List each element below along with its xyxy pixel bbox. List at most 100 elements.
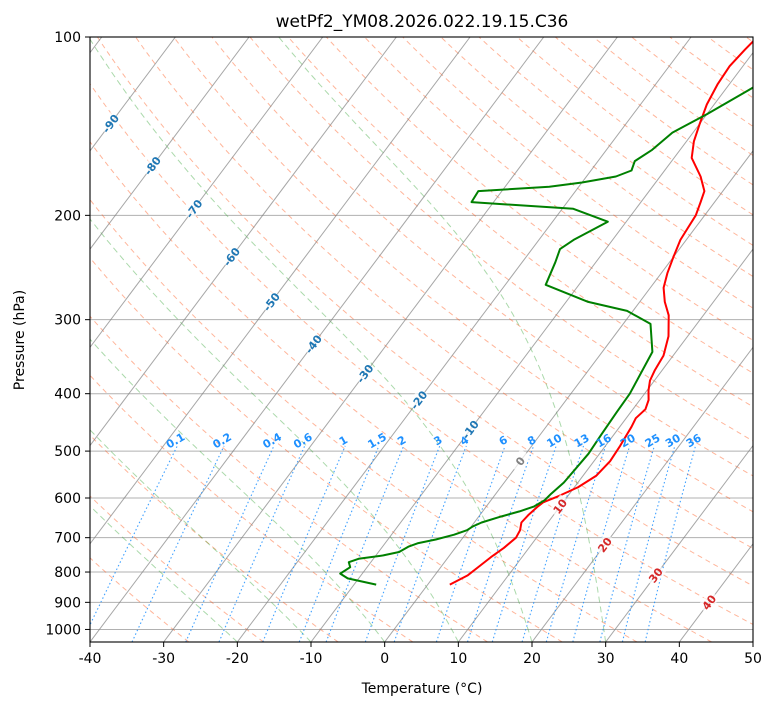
x-tick-label: -30 (152, 651, 175, 667)
dry-adiabat-line (668, 37, 753, 99)
mixing-ratio-line (644, 445, 697, 642)
isotherm-label-bg (697, 590, 720, 614)
x-tick-label: 0 (380, 651, 389, 667)
mixing-ratio-line (364, 445, 441, 642)
isotherm-line (605, 444, 753, 642)
x-tick-label: 50 (744, 651, 762, 667)
isotherm-label: -60 (221, 245, 244, 269)
isotherm-label-bg (644, 563, 667, 587)
background-lines (90, 24, 775, 642)
isotherm-label-bg (458, 417, 482, 442)
isotherm-label-bg (548, 494, 571, 518)
dry-adiabat-line (630, 37, 753, 128)
mixing-ratio-label: 3 (431, 433, 444, 448)
isotherm-line (678, 542, 753, 642)
isotherm-line (236, 37, 692, 642)
isotherm-line (531, 346, 753, 642)
dry-adiabat-line (90, 495, 264, 642)
isotherm-label-bg (353, 361, 376, 386)
isotherm-line (384, 150, 753, 642)
y-tick-label: 100 (54, 30, 81, 46)
mixing-ratio-label: 25 (643, 431, 663, 450)
dry-adiabat-line (96, 37, 753, 587)
x-tick-label: 10 (449, 651, 467, 667)
isotherm-line (90, 37, 176, 152)
y-axis-label: Pressure (hPa) (12, 290, 28, 390)
profile-lines (339, 40, 753, 586)
dry-adiabat-line (287, 37, 753, 408)
isotherm-label: -100 (54, 69, 81, 99)
mixing-ratio-label: 8 (525, 433, 538, 448)
dry-adiabat-line (90, 434, 339, 642)
moist-adiabat-line (90, 218, 459, 642)
mixing-ratio-label: 30 (663, 431, 683, 450)
y-tick-label: 700 (54, 531, 81, 547)
y-tick-label: 900 (54, 595, 81, 611)
mixing-ratio-line (572, 445, 631, 642)
y-tick-label: 500 (54, 444, 81, 460)
axes: -40 -30 -20 -10 0 10 20 30 40 5010020030040050060… (45, 30, 762, 667)
mixing-ratio-label: 16 (594, 431, 614, 450)
dry-adiabat-line (90, 198, 638, 642)
isotherm-line (90, 37, 250, 250)
isotherm-label-bg (98, 111, 122, 136)
isotherm-label: -40 (303, 332, 326, 356)
mixing-ratio-label: 20 (618, 431, 638, 450)
isotherm-label-bg (301, 332, 325, 356)
isotherm-label-bg (259, 289, 283, 314)
isotherm-label-bg (140, 153, 164, 178)
isotherm-label: -90 (100, 112, 123, 136)
isotherm-label-bg (407, 387, 430, 412)
dry-adiabat-line (211, 37, 753, 477)
dry-adiabat-line (363, 37, 753, 341)
dry-adiabat-line (325, 37, 753, 374)
temperature-profile-line (449, 40, 753, 586)
mixing-ratio-label: 6 (497, 433, 510, 448)
isotherm-label: -50 (261, 290, 284, 314)
dry-adiabat-line (90, 315, 488, 642)
mixing-ratio-label: 0.4 (260, 430, 284, 451)
mixing-ratio-line (185, 445, 275, 642)
dry-adiabat-line (766, 24, 775, 642)
mixing-ratio-line (218, 445, 306, 642)
isotherm-label-bg (219, 244, 243, 269)
moist-adiabat-line (90, 505, 238, 642)
isotherm-label: -80 (142, 154, 165, 178)
x-tick-label: 20 (523, 651, 541, 667)
x-tick-label: 40 (670, 651, 688, 667)
mixing-ratio-line (325, 445, 405, 642)
y-tick-label: 400 (54, 387, 81, 403)
mixing-ratio-line (131, 445, 225, 642)
mixing-ratio-line (599, 445, 655, 642)
isotherm-line (90, 37, 397, 447)
plot-frame (89, 36, 754, 643)
mixing-ratio-line (393, 445, 467, 642)
dewpoint-profile-line (339, 86, 753, 586)
dry-adiabat-line (745, 37, 753, 43)
mixing-ratio-label: 36 (684, 431, 704, 450)
dry-adiabat-line (249, 37, 753, 442)
dry-adiabat-line (554, 37, 753, 186)
dry-adiabat-line (401, 37, 753, 309)
y-tick-label: 600 (54, 491, 81, 507)
isotherm-line (310, 51, 753, 642)
x-tick-label: 30 (597, 651, 615, 667)
mixing-ratio-line (435, 445, 506, 642)
dry-adiabat-line (134, 37, 753, 550)
moist-adiabat-line (90, 338, 386, 642)
mixing-ratio-line (521, 445, 585, 642)
mixing-ratio-label: 0.2 (211, 430, 234, 451)
isotherm-line (163, 37, 618, 642)
mixing-ratio-line (545, 445, 607, 642)
y-tick-label: 200 (54, 208, 81, 224)
isotherm-label-bg (508, 449, 532, 473)
x-tick-label: -10 (300, 651, 323, 667)
mixing-ratio-label: 10 (545, 431, 565, 450)
isotherm-line (90, 37, 471, 545)
isotherm-label-bg (55, 72, 77, 96)
isotherm-label-bg (182, 196, 205, 221)
x-axis-label: Temperature (°C) (361, 681, 483, 697)
moist-adiabat-line (90, 429, 312, 642)
isotherm-line (90, 37, 324, 349)
